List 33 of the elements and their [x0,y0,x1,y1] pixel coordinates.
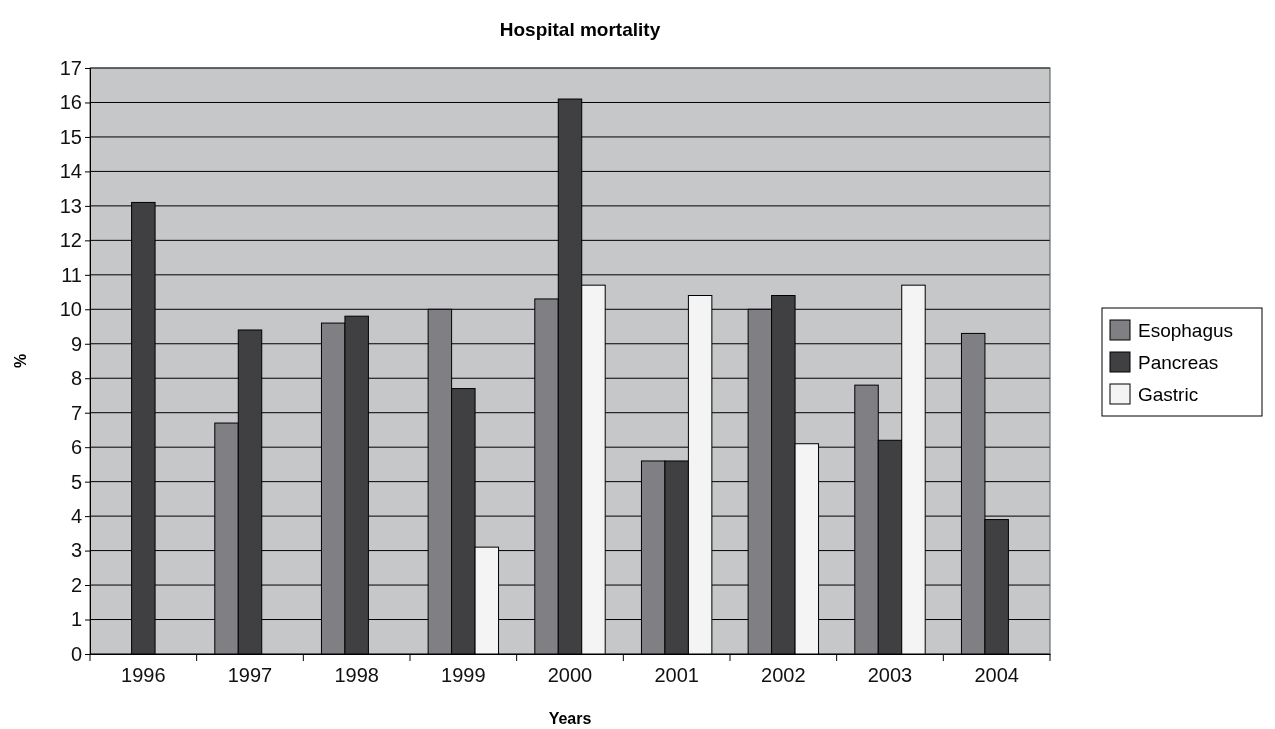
x-tick-label: 2004 [974,664,1019,687]
x-tick-label: 2001 [654,664,699,687]
y-tick-label: 5 [70,470,82,493]
y-tick-label: 13 [59,194,82,217]
y-tick-label: 14 [59,160,82,183]
y-tick-label: 8 [70,367,82,390]
chart-title: Hospital mortality [499,19,661,40]
x-tick-label: 2003 [867,664,913,687]
y-tick-label: 6 [70,436,82,459]
x-tick-label: 2002 [761,664,806,687]
legend-label: Pancreas [1138,352,1219,373]
y-tick-label: 0 [70,642,82,665]
x-axis-title: Years [548,710,592,727]
x-tick-label: 1996 [121,664,166,687]
legend-label: Gastric [1138,384,1199,405]
y-tick-label: 3 [70,539,82,562]
y-tick-label: 4 [70,505,82,528]
y-tick-label: 1 [70,608,82,631]
legend-label: Esophagus [1138,320,1234,341]
x-tick-label: 1999 [441,664,486,687]
x-tick-label: 1997 [227,664,273,687]
y-axis-title: % [12,353,29,369]
y-tick-label: 12 [59,229,82,252]
y-tick-label: 15 [59,125,82,148]
y-tick-label: 10 [59,298,82,321]
x-tick-label: 2000 [547,664,593,687]
y-tick-label: 7 [70,401,82,424]
y-tick-label: 16 [59,91,82,114]
y-tick-label: 11 [61,263,82,286]
x-tick-label: 1998 [334,664,379,687]
y-tick-label: 17 [59,56,82,79]
y-tick-label: 9 [70,332,82,355]
y-tick-label: 2 [70,573,82,596]
